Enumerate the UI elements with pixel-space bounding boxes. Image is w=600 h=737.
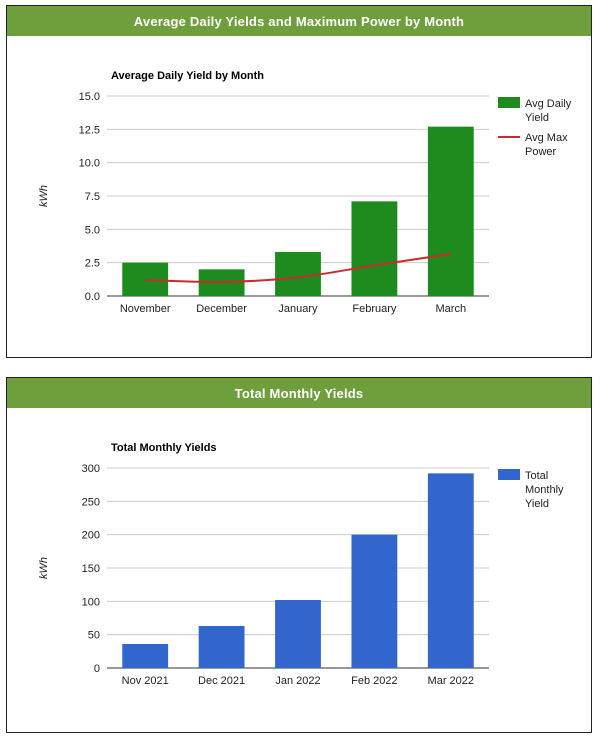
series-line: [145, 253, 451, 284]
y-axis-label: kWh: [38, 185, 50, 207]
y-tick-label: 150: [82, 563, 100, 575]
y-tick-label: 10.0: [79, 158, 100, 170]
bar: [122, 262, 169, 296]
y-axis-label: kWh: [38, 557, 50, 579]
y-tick-label: 300: [82, 463, 100, 475]
y-tick-label: 100: [82, 596, 100, 608]
bar: [122, 644, 169, 668]
yield-power-panel: Average Daily Yields and Maximum Power b…: [6, 5, 592, 358]
y-tick-label: 0.0: [85, 291, 100, 303]
legend-swatch: [498, 469, 520, 480]
legend-label: Power: [525, 146, 557, 158]
avg-daily-yield-chart: Average Daily Yield by Month 15.0 12.5 10.0…: [38, 70, 572, 315]
legend-label: Total: [525, 470, 548, 482]
bar: [351, 534, 398, 668]
y-tick-label: 50: [88, 630, 100, 642]
legend-label: Yield: [525, 498, 549, 510]
y-tick-label: 12.5: [79, 124, 100, 136]
x-tick-label: Jan 2022: [275, 675, 320, 687]
y-tick-label: 15.0: [79, 91, 100, 103]
bar: [427, 126, 474, 297]
y-tick-label: 200: [82, 530, 100, 542]
bar: [275, 252, 321, 296]
x-tick-label: Mar 2022: [428, 675, 474, 687]
bar: [351, 201, 398, 296]
bar: [427, 473, 474, 668]
y-tick-label: 5.0: [85, 224, 100, 236]
legend-label: Monthly: [525, 484, 564, 496]
bar: [198, 626, 245, 668]
panel-header: Total Monthly Yields: [7, 378, 591, 408]
bar: [275, 600, 321, 668]
total-monthly-yield-chart: Total Monthly Yields 300 250 200 150 100 50 0 kW…: [38, 442, 564, 687]
x-tick-label: February: [352, 303, 397, 315]
chart-title: Total Monthly Yields: [111, 442, 217, 454]
legend-swatch: [498, 97, 520, 108]
y-tick-label: 2.5: [85, 258, 100, 270]
x-tick-label: January: [278, 303, 318, 315]
legend-label: Yield: [525, 112, 549, 124]
panel-header: Average Daily Yields and Maximum Power b…: [7, 6, 591, 36]
x-tick-label: March: [436, 303, 467, 315]
x-tick-label: Feb 2022: [351, 675, 397, 687]
x-tick-label: December: [196, 303, 247, 315]
x-tick-label: Nov 2021: [122, 675, 169, 687]
y-tick-label: 250: [82, 496, 100, 508]
chart-title: Average Daily Yield by Month: [111, 70, 264, 82]
legend-label: Avg Daily: [525, 98, 572, 110]
monthly-yield-panel: Total Monthly Yields Total Monthly Yield…: [6, 377, 592, 733]
x-tick-label: November: [120, 303, 171, 315]
legend-label: Avg Max: [525, 132, 568, 144]
x-tick-label: Dec 2021: [198, 675, 245, 687]
y-tick-label: 7.5: [85, 191, 100, 203]
y-tick-label: 0: [94, 663, 100, 675]
